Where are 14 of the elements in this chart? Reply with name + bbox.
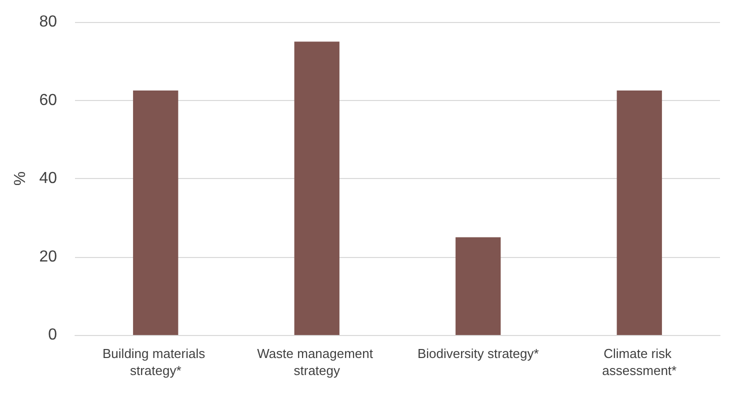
x-tick-label: Building materials strategy* <box>102 346 209 378</box>
y-tick-label: 0 <box>48 326 58 344</box>
y-axis-title: % <box>12 171 29 186</box>
y-tick-label: 80 <box>39 14 58 30</box>
x-tick-label: Waste management strategy <box>257 346 377 378</box>
bar <box>456 237 501 335</box>
y-tick-label: 60 <box>39 92 58 109</box>
bar <box>616 90 662 335</box>
y-tick-label: 40 <box>39 170 58 187</box>
x-tick-label: Biodiversity strategy* <box>417 346 539 361</box>
x-tick-label: Climate risk assessment* <box>602 346 677 378</box>
bar <box>294 42 340 335</box>
y-tick-label: 20 <box>39 248 58 266</box>
bar <box>133 90 178 335</box>
